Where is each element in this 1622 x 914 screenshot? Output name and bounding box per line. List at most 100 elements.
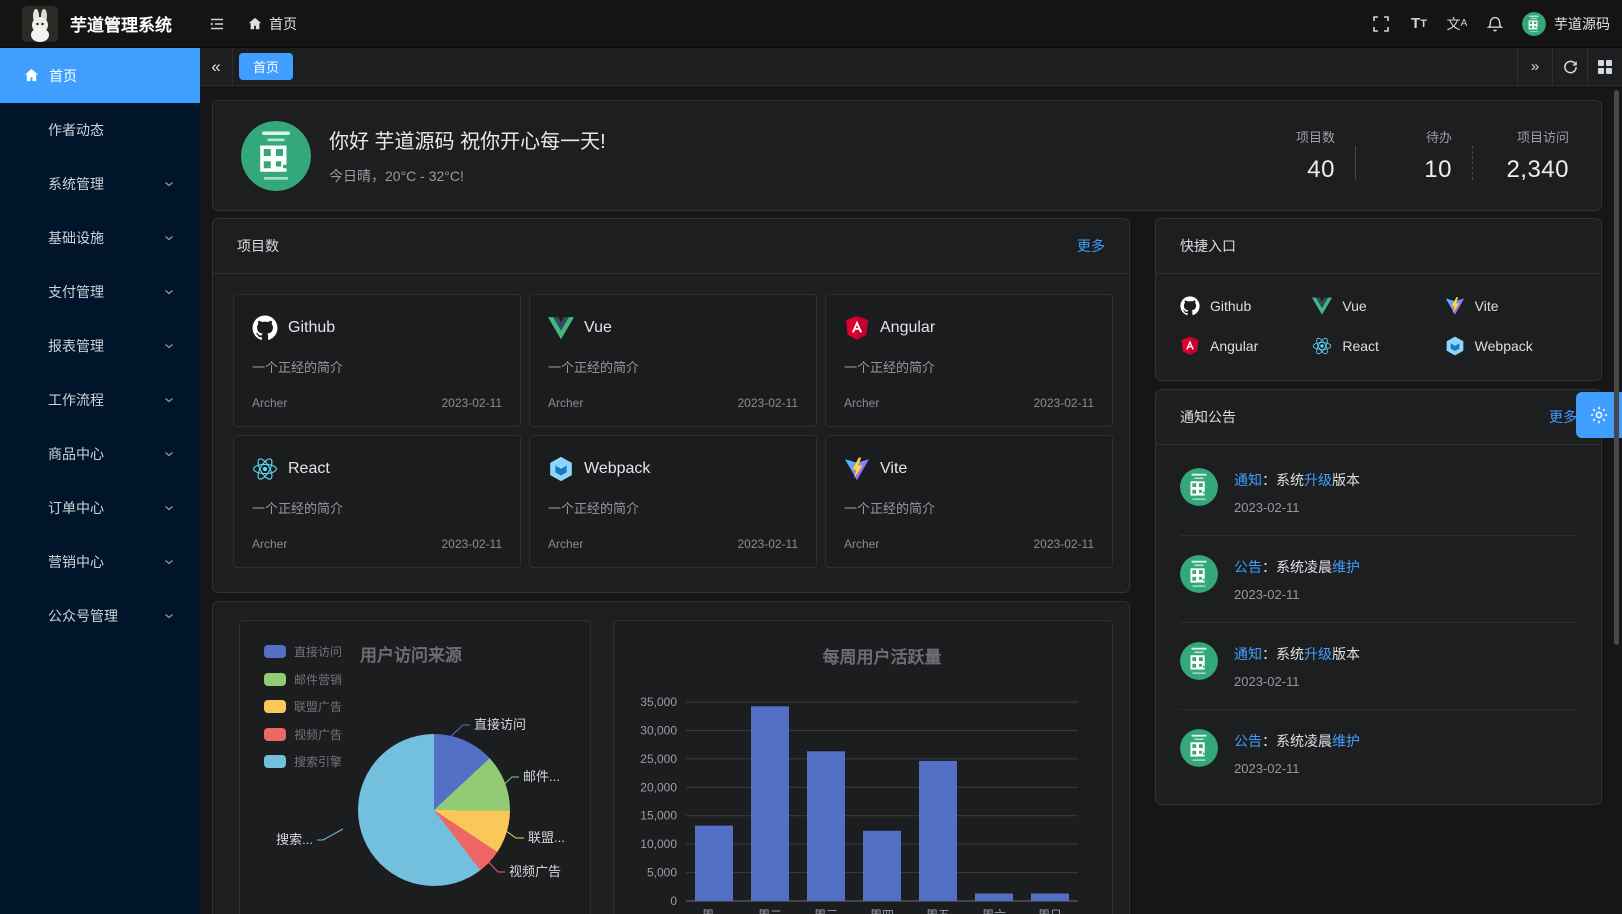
bar-周三[interactable] [807, 751, 845, 901]
shortcut-vite[interactable]: Vite [1445, 296, 1577, 316]
stat-divider [1472, 145, 1473, 180]
project-card-webpack[interactable]: Webpack 一个正经的简介 Archer 2023-02-11 [529, 435, 817, 568]
pie-callout-label: 联盟... [528, 830, 565, 845]
react-icon [253, 458, 277, 480]
notice-avatar [1180, 729, 1218, 767]
qr-avatar-icon [1180, 468, 1218, 506]
project-card-react[interactable]: React 一个正经的简介 Archer 2023-02-11 [233, 435, 521, 568]
sidebar-item-2[interactable]: 系统管理 [0, 157, 200, 211]
shortcut-github[interactable]: Github [1180, 296, 1312, 316]
bar-周一[interactable] [695, 825, 733, 901]
bar-周六[interactable] [975, 893, 1013, 902]
bar-周四[interactable] [863, 830, 901, 901]
sidebar-item-label: 订单中心 [48, 500, 104, 516]
logo-zone[interactable]: 芋道管理系统 [0, 5, 200, 42]
vue-icon [1312, 297, 1333, 315]
user-menu[interactable]: 芋道源码 [1522, 11, 1610, 36]
projects-grid: Github 一个正经的简介 Archer 2023-02-11 Vue 一个正… [213, 274, 1129, 592]
sidebar-item-7[interactable]: 商品中心 [0, 427, 200, 481]
breadcrumb[interactable]: 首页 [248, 14, 297, 34]
x-tick-label: 周三 [814, 908, 838, 914]
legend-swatch [264, 672, 286, 686]
sidebar-item-label: 营销中心 [48, 554, 104, 570]
legend-item[interactable]: 视频广告 [264, 726, 342, 743]
sidebar-item-3[interactable]: 基础设施 [0, 211, 200, 265]
welcome-stats: 项目数 40 待办 10 项目访问 2,340 [1255, 127, 1573, 184]
project-card-vite[interactable]: Vite 一个正经的简介 Archer 2023-02-11 [825, 435, 1113, 568]
legend-item[interactable]: 邮件营销 [264, 671, 342, 688]
notices-more-link[interactable]: 更多 [1549, 409, 1577, 425]
welcome-card: 你好 芋道源码 祝你开心每一天! 今日晴，20°C - 32°C! 项目数 40… [212, 100, 1602, 211]
pie-callout-line [481, 854, 505, 873]
notice-item[interactable]: 公告：系统凌晨维护 2023-02-11 [1180, 536, 1577, 623]
scrollbar-thumb[interactable] [1614, 90, 1619, 645]
vite-icon [845, 457, 869, 481]
pie-chart[interactable] [358, 734, 510, 886]
qr-avatar-icon [1180, 555, 1218, 593]
bar-周五[interactable] [919, 760, 957, 901]
notices-card-title: 通知公告 [1180, 409, 1236, 425]
home-icon [248, 17, 262, 31]
fullscreen-icon[interactable] [1364, 7, 1398, 41]
chevron-down-icon [165, 235, 173, 241]
project-name: Vue [584, 319, 612, 336]
sidebar-item-5[interactable]: 报表管理 [0, 319, 200, 373]
notice-date: 2023-02-11 [1234, 761, 1300, 776]
sidebar-item-label: 基础设施 [48, 230, 104, 246]
notice-text: 公告：系统凌晨维护 [1234, 733, 1360, 749]
project-date: 2023-02-11 [441, 537, 503, 551]
legend-label: 搜索引擎 [294, 755, 343, 769]
sidebar-item-0[interactable]: 首页 [0, 48, 200, 103]
notice-avatar [1180, 642, 1218, 680]
shortcut-vue[interactable]: Vue [1312, 296, 1444, 316]
x-tick-label: 周日 [1038, 908, 1062, 914]
projects-card: 项目数 更多 Github 一个正经的简介 Archer 2023-02-11 … [212, 218, 1130, 593]
project-author: Archer [252, 396, 288, 410]
projects-more-link[interactable]: 更多 [1077, 238, 1105, 254]
project-author: Archer [844, 537, 880, 551]
tab-home[interactable]: 首页 [239, 53, 294, 80]
bar-周日[interactable] [1031, 893, 1069, 902]
sidebar-item-6[interactable]: 工作流程 [0, 373, 200, 427]
project-card-github[interactable]: Github 一个正经的简介 Archer 2023-02-11 [233, 294, 521, 427]
chevron-down-icon [165, 451, 173, 457]
shortcut-angular[interactable]: Angular [1180, 336, 1312, 356]
tabs-scroll-left-icon[interactable]: « [200, 47, 233, 86]
tabs-scroll-right-icon[interactable]: » [1517, 47, 1552, 86]
legend-label: 邮件营销 [294, 672, 343, 687]
project-card-angular[interactable]: Angular 一个正经的简介 Archer 2023-02-11 [825, 294, 1113, 427]
sidebar-item-label: 商品中心 [48, 446, 104, 462]
github-icon [252, 315, 278, 340]
bar-周二[interactable] [751, 706, 789, 901]
chevron-down-icon [165, 613, 173, 619]
project-card-vue[interactable]: Vue 一个正经的简介 Archer 2023-02-11 [529, 294, 817, 427]
legend-item[interactable]: 搜索引擎 [264, 753, 342, 770]
project-author: Archer [252, 537, 288, 551]
legend-item[interactable]: 直接访问 [264, 643, 342, 660]
sidebar-item-10[interactable]: 公众号管理 [0, 589, 200, 643]
shortcut-webpack[interactable]: Webpack [1445, 336, 1577, 356]
project-author: Archer [548, 396, 584, 410]
layout-grid-icon[interactable] [1587, 47, 1622, 86]
notice-item[interactable]: 通知：系统升级版本 2023-02-11 [1180, 623, 1577, 710]
project-desc: 一个正经的简介 [252, 501, 344, 516]
sidebar-item-1[interactable]: 作者动态 [0, 103, 200, 157]
refresh-icon[interactable] [1552, 47, 1587, 86]
bell-icon[interactable] [1478, 7, 1512, 41]
notice-item[interactable]: 通知：系统升级版本 2023-02-11 [1180, 449, 1577, 536]
notice-item[interactable]: 公告：系统凌晨维护 2023-02-11 [1180, 710, 1577, 796]
pie-callout-label: 视频广告 [509, 864, 561, 879]
tags-view-bar: « 首页 » [200, 47, 1622, 86]
pie-callout-line [495, 776, 519, 793]
shortcut-react[interactable]: React [1312, 336, 1444, 356]
menu-fold-icon[interactable] [200, 7, 234, 41]
sidebar-item-4[interactable]: 支付管理 [0, 265, 200, 319]
legend-item[interactable]: 联盟广告 [264, 698, 342, 715]
legend-swatch [264, 700, 286, 713]
sidebar-item-8[interactable]: 订单中心 [0, 481, 200, 535]
sidebar-item-9[interactable]: 营销中心 [0, 535, 200, 589]
sidebar-item-label: 首页 [49, 67, 77, 84]
